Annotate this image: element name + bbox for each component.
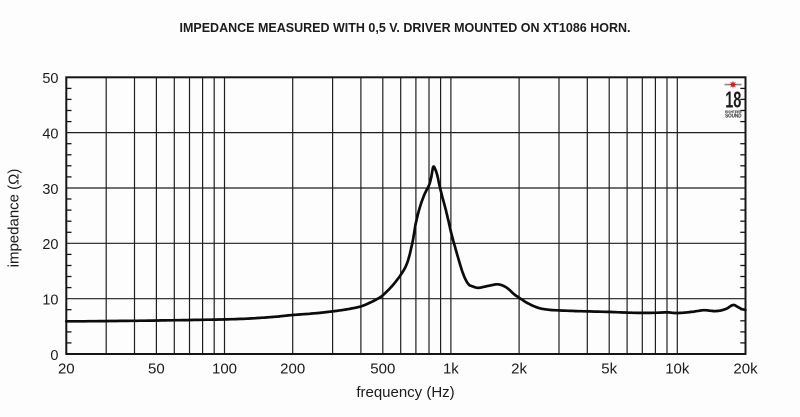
svg-text:18: 18 [725,87,741,113]
svg-text:SOUND: SOUND [725,114,742,120]
svg-text:IMPEDANCE MEASURED WITH 0,5 V.: IMPEDANCE MEASURED WITH 0,5 V. DRIVER MO… [180,21,631,35]
svg-text:5k: 5k [601,361,617,378]
svg-text:10k: 10k [665,361,690,378]
svg-text:2k: 2k [511,361,527,378]
svg-text:100: 100 [212,361,237,378]
svg-text:1k: 1k [443,361,459,378]
svg-text:frequency (Hz): frequency (Hz) [356,384,454,401]
svg-text:EIGHTEEN: EIGHTEEN [725,110,742,114]
svg-text:40: 40 [42,127,58,143]
svg-text:50: 50 [148,361,165,378]
svg-text:30: 30 [42,182,58,198]
svg-text:200: 200 [280,361,305,378]
svg-text:50: 50 [42,71,58,87]
svg-text:0: 0 [50,348,58,364]
svg-text:impedance (Ω): impedance (Ω) [6,169,23,268]
svg-text:20k: 20k [733,361,758,378]
svg-text:20: 20 [58,361,75,378]
svg-text:10: 10 [42,293,58,309]
svg-text:20: 20 [42,237,58,253]
svg-text:500: 500 [370,361,395,378]
